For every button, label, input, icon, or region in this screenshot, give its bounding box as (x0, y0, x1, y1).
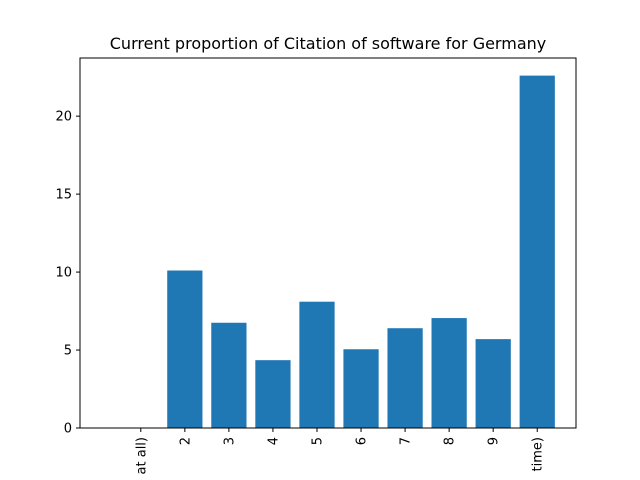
bar-7 (431, 318, 467, 428)
x-tick-label: time) (531, 437, 546, 471)
y-tick-label: 10 (55, 266, 72, 281)
bar-6 (387, 328, 423, 428)
bar-3 (255, 360, 291, 428)
y-tick-label: 5 (64, 344, 72, 359)
x-tick-label: 6 (355, 437, 370, 445)
x-tick-label: 3 (222, 437, 237, 445)
bar-8 (475, 339, 511, 428)
bar-1 (167, 270, 203, 428)
bar-2 (211, 322, 247, 428)
x-tick-label: 4 (266, 437, 281, 445)
x-tick-label: 7 (399, 437, 414, 445)
x-tick-label: 9 (487, 437, 502, 445)
x-axis: at all) 2 3 4 5 6 7 8 9 time) (134, 428, 546, 474)
y-axis: 0 5 10 15 20 (55, 110, 80, 437)
bar-4 (299, 301, 335, 428)
x-tick-label: 5 (310, 437, 325, 445)
bar-5 (343, 349, 379, 428)
x-tick-label: 8 (443, 437, 458, 445)
y-tick-label: 20 (55, 110, 72, 125)
bars-group (167, 75, 555, 428)
y-tick-label: 0 (64, 422, 72, 437)
y-tick-label: 15 (55, 188, 72, 203)
x-tick-label: 2 (178, 437, 193, 445)
bar-9 (519, 75, 555, 428)
x-tick-label: at all) (134, 437, 149, 474)
chart-title: Current proportion of Citation of softwa… (110, 34, 546, 53)
plot-frame (79, 57, 577, 429)
